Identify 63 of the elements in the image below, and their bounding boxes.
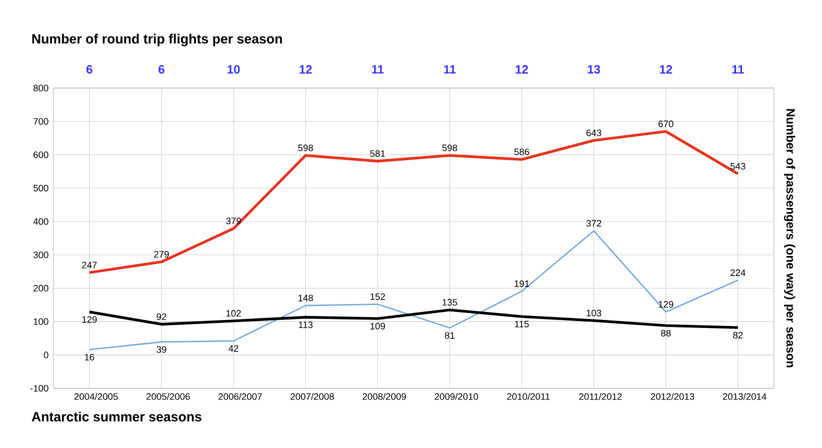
y-tick-label: 100 [34, 318, 48, 325]
data-label: 42 [228, 345, 238, 352]
x-tick-label: 2005/2006 [146, 392, 190, 400]
x-tick-label: 2009/2010 [434, 392, 478, 400]
x-tick-label: 2008/2009 [362, 392, 406, 400]
data-label: 152 [370, 293, 385, 300]
data-label: 279 [154, 250, 169, 258]
y-tick-label: 400 [33, 218, 48, 225]
y-tick-label: 500 [33, 184, 48, 192]
data-label: 81 [444, 332, 454, 339]
data-label: 102 [226, 310, 241, 316]
text: 13 [588, 64, 600, 74]
text: 11 [732, 65, 744, 74]
data-label: 598 [442, 144, 458, 151]
text: 10 [228, 64, 240, 74]
x-tick-label: 2004/2005 [74, 392, 118, 400]
y-tick-label: 0 [44, 351, 48, 358]
data-label: 670 [658, 120, 674, 127]
data-label: 109 [370, 322, 385, 330]
x-tick-label: 2006/2007 [218, 392, 262, 400]
x-tick-label: 2010/2011 [507, 392, 550, 400]
y-tick-label: 300 [33, 251, 48, 258]
y-tick-label: 600 [34, 151, 48, 158]
data-label: 372 [586, 220, 602, 226]
x-axis-title: Antarctic summer seasons [32, 412, 202, 422]
data-label: 643 [586, 129, 602, 136]
x-tick-label: 2011/2012 [579, 392, 622, 400]
data-label: 88 [661, 330, 671, 336]
y-tick-label: 800 [33, 84, 48, 92]
text: 11 [372, 65, 384, 74]
data-label: 39 [156, 346, 166, 353]
text: 12 [660, 65, 672, 74]
data-label: 598 [298, 144, 313, 151]
text: 6 [158, 64, 164, 74]
data-label: 543 [730, 162, 746, 170]
data-label: 224 [730, 269, 746, 276]
data-label: 379 [226, 217, 241, 224]
y-tick-label: 200 [34, 284, 48, 292]
data-label: 92 [156, 313, 166, 320]
data-label: 82 [733, 332, 743, 338]
data-label: 148 [298, 294, 313, 302]
text: 12 [516, 65, 528, 74]
data-label: 581 [370, 150, 385, 157]
data-label: 16 [84, 354, 94, 360]
text: 6 [86, 64, 92, 74]
x-tick-label: 2012/2013 [650, 392, 694, 400]
x-tick-label: 2007/2008 [290, 392, 334, 400]
data-label: 586 [514, 148, 530, 155]
chart-title: Number of round trip flights per season [32, 34, 282, 46]
data-label: 135 [442, 298, 458, 306]
data-label: 129 [658, 300, 674, 308]
data-label: 113 [298, 321, 313, 328]
data-label: 103 [586, 310, 602, 316]
y-axis-title: Number of passengers (one way) per season [784, 108, 796, 368]
y-tick-label: 700 [34, 118, 48, 125]
data-label: 115 [515, 320, 529, 328]
y-tick-label: -100 [30, 384, 48, 392]
text: 11 [444, 65, 456, 74]
data-label: 191 [514, 280, 530, 287]
x-tick-label: 2013/2014 [722, 392, 766, 400]
data-label: 129 [82, 316, 97, 323]
data-label: 247 [82, 262, 97, 268]
text: 12 [300, 65, 312, 74]
